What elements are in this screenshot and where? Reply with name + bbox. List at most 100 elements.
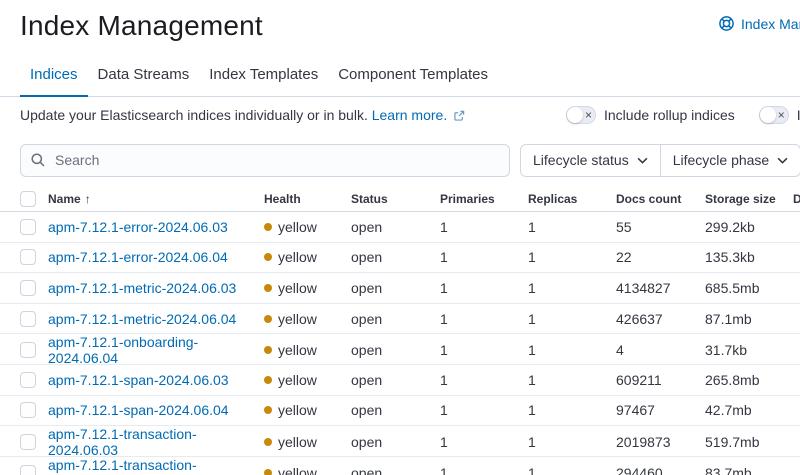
storage-size-value: 519.7mb — [705, 434, 760, 451]
primaries-value: 1 — [440, 371, 448, 388]
include-hidden-toggle[interactable]: × — [758, 106, 789, 124]
col-header-status[interactable]: Status — [351, 192, 388, 206]
primaries-value: 1 — [440, 310, 448, 327]
docs-link[interactable]: Index Management docs — [718, 15, 800, 32]
table-row: apm-7.12.1-span-2024.06.03 yellow open 1… — [0, 365, 800, 396]
select-all-checkbox[interactable] — [20, 191, 36, 207]
index-name-link[interactable]: apm-7.12.1-span-2024.06.03 — [48, 371, 229, 388]
row-checkbox[interactable] — [20, 279, 36, 296]
docs-count-value: 22 — [616, 249, 632, 266]
row-checkbox[interactable] — [20, 402, 36, 419]
docs-count-value: 294460 — [616, 464, 663, 475]
storage-size-value: 265.8mb — [705, 371, 760, 388]
filter-group: Lifecycle status Lifecycle phase — [520, 143, 800, 177]
replicas-value: 1 — [528, 279, 536, 296]
health-label: yellow — [278, 402, 317, 419]
col-header-primaries[interactable]: Primaries — [440, 192, 495, 206]
index-name-link[interactable]: apm-7.12.1-transaction-2024.06.04 — [48, 456, 197, 475]
row-checkbox[interactable] — [20, 434, 36, 451]
col-header-name[interactable]: Name ↑ — [48, 192, 91, 206]
table-row: apm-7.12.1-error-2024.06.03 yellow open … — [0, 212, 800, 243]
index-name-link[interactable]: apm-7.12.1-transaction-2024.06.03 — [48, 426, 197, 459]
docs-lifebuoy-icon — [718, 15, 735, 32]
storage-size-value: 135.3kb — [705, 249, 755, 266]
description-text: Update your Elasticsearch indices indivi… — [20, 107, 368, 123]
index-name-link[interactable]: apm-7.12.1-metric-2024.06.03 — [48, 279, 237, 296]
hidden-toggle-wrap: × Include hidden indices — [758, 106, 800, 124]
col-header-docs-count[interactable]: Docs count — [616, 192, 682, 206]
primaries-value: 1 — [440, 279, 448, 296]
table-row: apm-7.12.1-error-2024.06.04 yellow open … — [0, 243, 800, 274]
storage-size-value: 83.7mb — [705, 464, 752, 475]
rollup-toggle-label: Include rollup indices — [604, 107, 735, 123]
col-header-storage-size[interactable]: Storage size — [705, 192, 776, 206]
primaries-value: 1 — [440, 434, 448, 451]
health-dot-icon — [264, 438, 272, 447]
health-label: yellow — [278, 279, 317, 296]
row-checkbox[interactable] — [20, 249, 36, 266]
row-checkbox[interactable] — [20, 464, 36, 475]
storage-size-value: 299.2kb — [705, 218, 755, 235]
index-name-link[interactable]: apm-7.12.1-span-2024.06.04 — [48, 402, 229, 419]
search-input[interactable] — [20, 143, 510, 177]
table-row: apm-7.12.1-transaction-2024.06.04 yellow… — [0, 457, 800, 475]
health-label: yellow — [278, 371, 317, 388]
primaries-value: 1 — [440, 402, 448, 419]
status-value: open — [351, 434, 383, 451]
replicas-value: 1 — [528, 310, 536, 327]
health-dot-icon — [264, 346, 272, 355]
indices-table: Name ↑ Health Status Primaries Replicas D… — [0, 187, 800, 475]
primaries-value: 1 — [440, 218, 448, 235]
row-checkbox[interactable] — [20, 310, 36, 327]
table-header-row: Name ↑ Health Status Primaries Replicas D… — [0, 187, 800, 212]
include-rollup-toggle[interactable]: × — [566, 106, 596, 124]
page-header: Index Management Index Management docs — [0, 0, 800, 50]
table-row: apm-7.12.1-span-2024.06.04 yellow open 1… — [0, 396, 800, 427]
docs-count-value: 609211 — [616, 371, 662, 388]
hidden-toggle-label: Include hidden indices — [796, 107, 800, 123]
tab-component-templates[interactable]: Component Templates — [338, 66, 489, 83]
health-label: yellow — [278, 249, 317, 266]
table-row: apm-7.12.1-metric-2024.06.04 yellow open… — [0, 304, 800, 335]
row-checkbox[interactable] — [20, 371, 36, 388]
index-name-link[interactable]: apm-7.12.1-metric-2024.06.04 — [48, 310, 237, 327]
learn-more-link[interactable]: Learn more. — [371, 107, 448, 123]
status-value: open — [351, 310, 383, 327]
lifecycle-status-filter[interactable]: Lifecycle status — [521, 145, 660, 176]
index-name-link[interactable]: apm-7.12.1-onboarding-2024.06.04 — [48, 334, 199, 367]
health-label: yellow — [278, 434, 317, 451]
primaries-value: 1 — [440, 464, 448, 475]
index-name-link[interactable]: apm-7.12.1-error-2024.06.03 — [48, 218, 228, 235]
storage-size-value: 42.7mb — [705, 402, 752, 419]
table-row: apm-7.12.1-transaction-2024.06.03 yellow… — [0, 426, 800, 459]
replicas-value: 1 — [528, 249, 536, 266]
row-checkbox[interactable] — [20, 218, 36, 235]
tab-data-streams[interactable]: Data Streams — [97, 66, 190, 83]
chevron-down-icon — [777, 157, 788, 164]
table-row: apm-7.12.1-metric-2024.06.03 yellow open… — [0, 273, 800, 304]
status-value: open — [351, 402, 383, 419]
health-dot-icon — [264, 283, 272, 292]
docs-count-value: 4 — [616, 342, 624, 359]
docs-count-value: 97467 — [616, 402, 655, 419]
health-label: yellow — [278, 310, 317, 327]
status-value: open — [351, 464, 383, 475]
primaries-value: 1 — [440, 342, 448, 359]
col-header-health[interactable]: Health — [264, 192, 301, 206]
page-title: Index Management — [20, 10, 263, 41]
search-icon — [30, 152, 46, 168]
tab-indices[interactable]: Indices — [20, 56, 88, 97]
col-header-data-stream[interactable]: Data stream — [793, 192, 800, 206]
health-label: yellow — [278, 342, 317, 359]
tab-index-templates[interactable]: Index Templates — [209, 66, 319, 83]
health-dot-icon — [264, 253, 272, 262]
replicas-value: 1 — [528, 371, 536, 388]
sort-asc-icon: ↑ — [84, 192, 91, 206]
health-dot-icon — [264, 222, 272, 231]
col-header-replicas[interactable]: Replicas — [528, 192, 578, 206]
row-checkbox[interactable] — [20, 342, 36, 359]
chevron-down-icon — [637, 157, 648, 164]
lifecycle-phase-filter[interactable]: Lifecycle phase — [659, 144, 800, 176]
index-name-link[interactable]: apm-7.12.1-error-2024.06.04 — [48, 249, 228, 266]
docs-count-value: 55 — [616, 218, 632, 235]
